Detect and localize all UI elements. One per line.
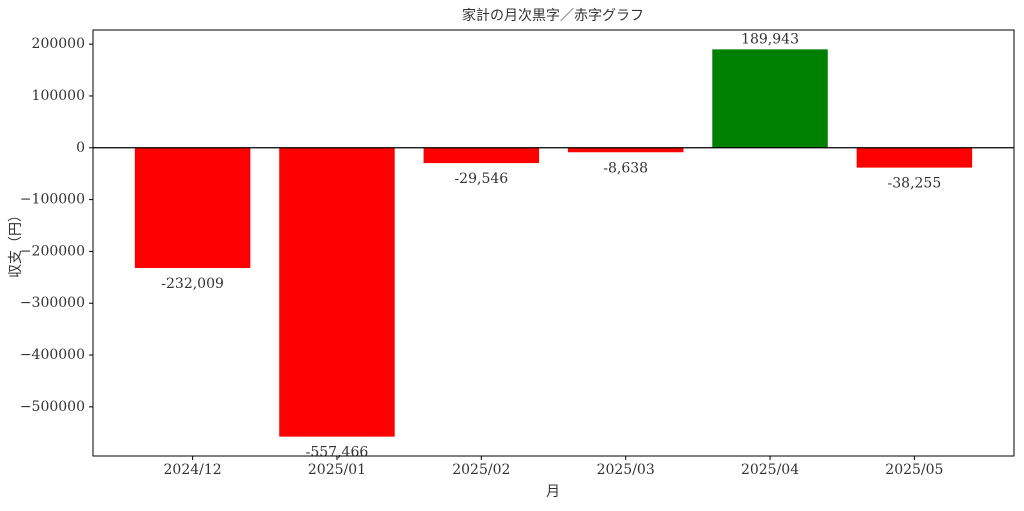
data-label: -232,009	[161, 276, 224, 292]
bar	[856, 147, 973, 168]
y-tick-label: 200000	[32, 36, 85, 52]
plot-frame	[92, 29, 1015, 457]
data-label: -38,255	[888, 176, 942, 192]
x-tick-label: 2024/12	[164, 462, 222, 478]
y-tick-label: −100000	[20, 192, 85, 208]
bar	[712, 49, 828, 148]
bar	[134, 147, 251, 268]
x-axis-label: 月	[546, 484, 560, 500]
x-tick-label: 2025/02	[452, 462, 510, 478]
bar	[567, 147, 684, 153]
y-tick-label: −200000	[20, 243, 85, 259]
y-tick-label: −300000	[20, 295, 85, 311]
bar	[423, 147, 540, 164]
y-axis-label: 収支（円）	[8, 208, 24, 278]
y-tick-label: 100000	[32, 88, 85, 104]
data-label: -557,466	[306, 445, 369, 461]
y-tick-label: 0	[76, 140, 85, 156]
y-tick-label: −400000	[20, 347, 85, 363]
y-tick-label: −500000	[20, 399, 85, 415]
chart-title: 家計の月次黒字／赤字グラフ	[462, 7, 644, 24]
data-label: -29,546	[454, 171, 508, 187]
data-label: 189,943	[741, 31, 799, 47]
bar	[279, 147, 395, 437]
x-tick-label: 2025/03	[597, 462, 655, 478]
x-tick-label: 2025/01	[308, 462, 366, 478]
data-label: -8,638	[603, 160, 648, 176]
x-tick-label: 2025/05	[885, 462, 943, 478]
x-tick-label: 2025/04	[741, 462, 799, 478]
